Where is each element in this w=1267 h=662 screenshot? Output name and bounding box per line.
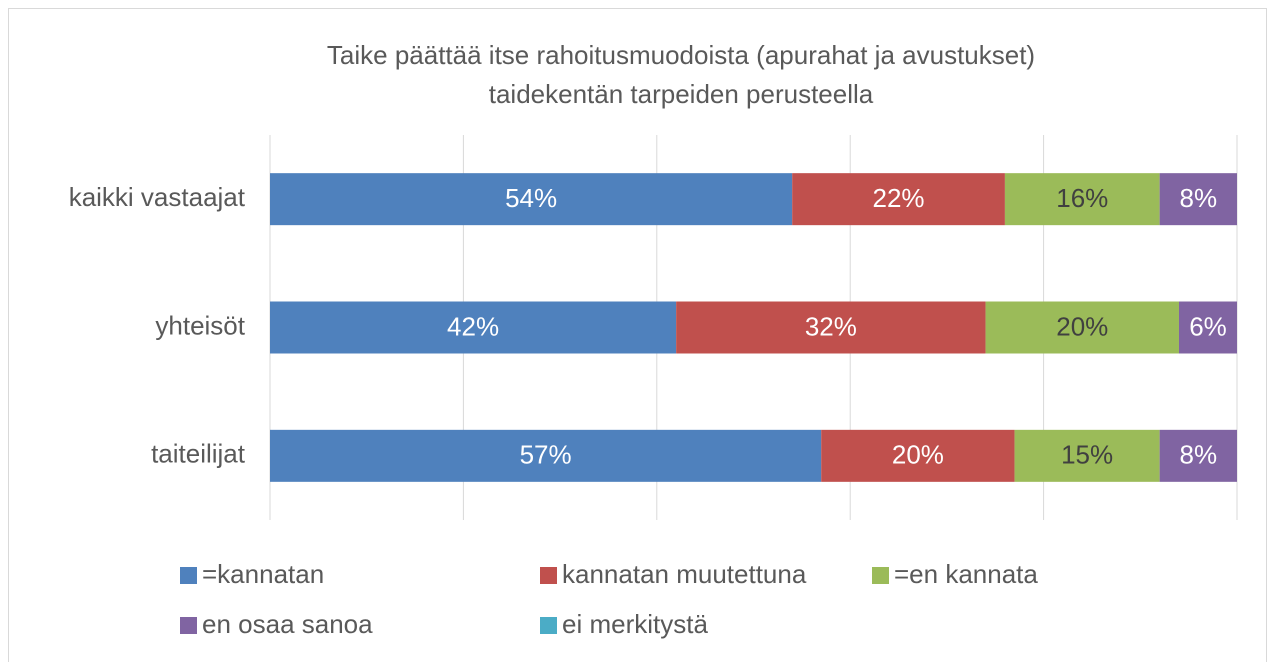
legend-swatch [872,567,889,584]
bar-segment [1014,429,1160,482]
bar-segment [792,173,1005,226]
data-label: 15% [1061,440,1113,470]
y-tick-label: taiteilijat [151,439,246,469]
legend-swatch [540,567,557,584]
bar-segment [985,301,1179,354]
data-label: 54% [505,183,557,213]
bar-segment [270,173,793,226]
chart-title: Taike päättää itse rahoitusmuodoista (ap… [327,40,1035,70]
chart-title: taidekentän tarpeiden perusteella [489,79,874,109]
data-label: 42% [447,311,499,341]
legend-swatch [180,567,197,584]
data-label: 8% [1180,440,1218,470]
legend-swatch [540,617,557,634]
data-label: 22% [873,183,925,213]
bar-segment [1178,301,1237,354]
data-label: 32% [805,311,857,341]
bar-segment [270,429,822,482]
bar-segment [1159,429,1237,482]
data-label: 57% [520,440,572,470]
legend-label: en osaa sanoa [202,609,373,639]
y-tick-label: yhteisöt [155,310,245,340]
legend-label: =en kannata [894,559,1038,589]
data-label: 8% [1180,183,1218,213]
bar-segment [1004,173,1160,226]
legend-label: ei merkitystä [562,609,708,639]
bar-segment [676,301,986,354]
legend-label: =kannatan [202,559,324,589]
legend-swatch [180,617,197,634]
data-label: 6% [1189,311,1227,341]
legend-label: kannatan muutettuna [562,559,807,589]
data-label: 20% [1056,311,1108,341]
bar-segment [821,429,1015,482]
bar-segment [1159,173,1237,226]
data-label: 20% [892,440,944,470]
bar-segment [270,301,677,354]
y-tick-label: kaikki vastaajat [69,182,246,212]
data-label: 16% [1056,183,1108,213]
